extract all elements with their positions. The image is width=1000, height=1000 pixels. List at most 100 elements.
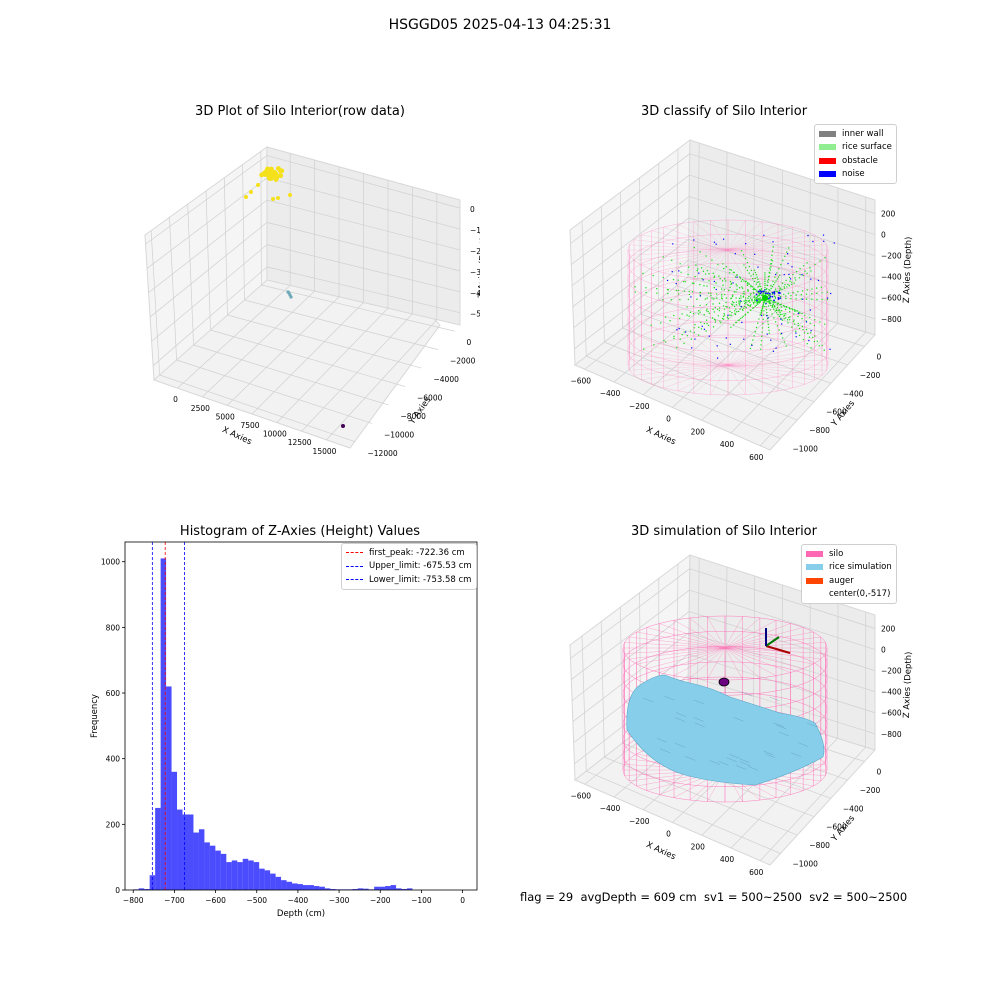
legend-rice-simulation: rice simulation (829, 562, 892, 573)
simulation-x-tick: 0 (666, 830, 671, 839)
raw-y-tick: −4000 (434, 375, 460, 384)
classify-z-tick: −400 (881, 273, 902, 282)
classify-noise-point (779, 292, 781, 294)
classify-noise-point (702, 279, 704, 281)
classify-z-tick: 0 (881, 231, 886, 240)
classify-noise-point (768, 297, 770, 300)
classify-noise-point (755, 293, 758, 296)
classify-noise-point (826, 297, 829, 299)
raw-point-outlier (288, 193, 292, 197)
classify-noise-point (675, 282, 677, 285)
classify-noise-point (741, 321, 743, 324)
classify-noise-point (715, 243, 717, 245)
classify-noise-point (756, 299, 758, 302)
classify-noise-point (766, 333, 768, 335)
classify-silo-ring (627, 291, 829, 353)
classify-x-tick: 0 (666, 415, 671, 424)
simulation-x-tick: 600 (749, 868, 764, 877)
classify-noise-point (693, 239, 695, 241)
raw-z-tick: 0 (470, 205, 475, 214)
histogram-bar (297, 884, 303, 890)
histogram-bar (248, 860, 254, 890)
legend-swatch-noise (819, 171, 836, 178)
raw-point-mid (288, 293, 292, 297)
classify-noise-point (775, 347, 777, 349)
classify-noise-point (787, 262, 789, 265)
histogram-x-tick: −300 (329, 896, 350, 905)
raw-y-tick: −8000 (401, 412, 427, 421)
classify-noise-point (795, 336, 797, 338)
classify-noise-point (771, 295, 774, 298)
histogram-bar (138, 888, 145, 890)
simulation-axis-y-arrow (765, 636, 780, 647)
classify-noise-point (801, 274, 803, 276)
classify-noise-point (725, 337, 727, 339)
classify-noise-point (698, 272, 700, 274)
histogram-bar (144, 889, 150, 890)
figure-title: HSGGD05 2025-04-13 04:25:31 (388, 17, 612, 33)
classify-plot-title: 3D classify of Silo Interior (640, 104, 808, 119)
raw-y-tick: −10000 (384, 430, 414, 439)
legend-swatch-obstacle (819, 157, 836, 164)
classify-noise-point (769, 292, 771, 295)
classify-noise-point (684, 331, 687, 333)
histogram-bar (253, 862, 260, 890)
legend-inner-wall: inner wall (842, 128, 884, 139)
classify-noise-point (736, 276, 738, 278)
status-footer: flag = 29 avgDepth = 609 cm sv1 = 500~25… (520, 890, 908, 904)
classify-noise-point (701, 325, 703, 327)
classify-noise-point (767, 317, 769, 319)
histogram-bar (270, 873, 276, 890)
classify-noise-point (812, 240, 814, 243)
classify-noise-point (822, 234, 825, 236)
classify-noise-point (795, 332, 797, 334)
histogram-legend: first_peak: -722.36 cm Upper_limit: -675… (341, 543, 477, 590)
legend-swatch-inner-wall (819, 130, 836, 137)
classify-3d-plot: −600 −400 −200 0 200 400 600 0 −200 −400 −600 −800 −… (569, 138, 914, 460)
classify-y-tick: −200 (860, 371, 881, 380)
classify-noise-point (729, 343, 731, 345)
simulation-x-tick: 200 (691, 842, 706, 851)
classify-x-tick: −600 (570, 376, 591, 385)
classify-z-tick: −200 (881, 252, 902, 261)
raw-point-main (259, 172, 265, 178)
legend-upper-limit: Upper_limit: -675.53 cm (369, 561, 472, 572)
simulation-legend: silo rice simulation auger center(0,-517… (801, 544, 897, 604)
classify-noise-point (833, 242, 835, 244)
raw-x-tick: 10000 (263, 430, 287, 439)
raw-x-tick: 2500 (191, 404, 210, 413)
histogram-bar (330, 889, 336, 890)
classify-silo-ring (627, 234, 829, 295)
raw-x-tick: 7500 (240, 421, 259, 430)
histogram-bar (308, 885, 314, 890)
histogram-bar (155, 807, 161, 890)
histogram-bar (237, 862, 243, 890)
classify-noise-point (723, 238, 725, 240)
classify-x-tick: −400 (600, 389, 621, 398)
legend-swatch-rice-surface (819, 144, 836, 151)
histogram-bar (182, 814, 188, 890)
histogram-x-tick: −800 (123, 896, 144, 905)
classify-y-tick: −1000 (793, 445, 819, 454)
classify-noise-point (713, 280, 715, 283)
histogram-bar (302, 885, 309, 890)
classify-silo-ring (627, 306, 829, 367)
classify-noise-point (775, 273, 777, 276)
classify-noise-point (805, 321, 808, 323)
classify-noise-point (745, 243, 747, 245)
legend-line-lower-limit (346, 579, 363, 581)
raw-y-tick: 0 (467, 338, 472, 347)
simulation-z-tick: −600 (881, 709, 902, 718)
legend-center: center(0,-517) (829, 589, 891, 600)
simulation-y-tick: −200 (860, 786, 881, 795)
classify-silo-ring (627, 248, 829, 309)
simulation-z-tick: 0 (881, 646, 886, 655)
classify-y-tick: −600 (826, 408, 847, 417)
histogram-y-tick: 400 (106, 755, 121, 764)
histogram-bar (363, 888, 369, 890)
classify-noise-point (791, 266, 793, 268)
classify-center-cluster (762, 295, 768, 301)
histogram-bar (385, 886, 391, 890)
classify-x-tick: 400 (720, 440, 735, 449)
